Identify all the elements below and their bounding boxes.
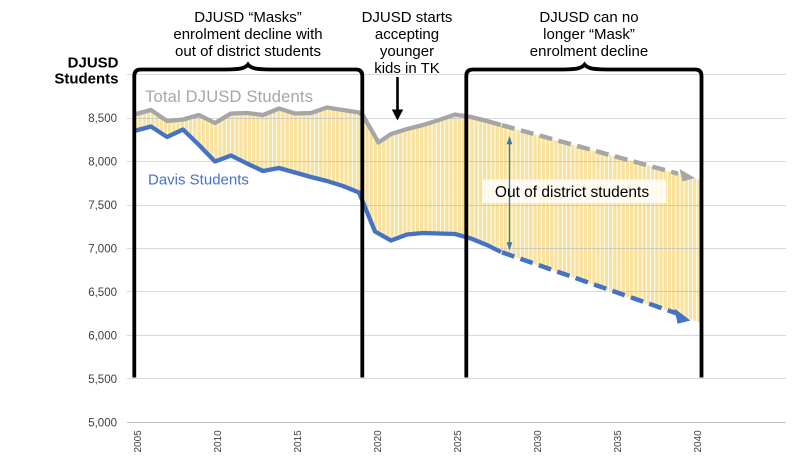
svg-text:Students: Students [54,71,118,88]
svg-text:Total DJUSD Students: Total DJUSD Students [145,88,313,106]
svg-text:6,500: 6,500 [88,287,117,299]
svg-text:2040: 2040 [693,430,704,453]
svg-text:2035: 2035 [613,430,624,453]
svg-text:accepting: accepting [375,26,439,43]
svg-text:7,500: 7,500 [88,200,117,212]
svg-text:kids in TK: kids in TK [374,60,440,77]
svg-text:DJUSD starts: DJUSD starts [362,9,453,26]
svg-text:5,500: 5,500 [88,374,117,386]
svg-text:7,000: 7,000 [88,244,117,256]
svg-text:2030: 2030 [533,430,544,453]
svg-text:DJUSD: DJUSD [68,55,119,72]
svg-text:Out of district students: Out of district students [495,184,649,201]
svg-text:8,000: 8,000 [88,157,117,169]
svg-text:8,500: 8,500 [88,113,117,125]
svg-text:DJUSD “Masks”: DJUSD “Masks” [194,9,302,26]
svg-text:2025: 2025 [453,430,464,453]
svg-text:enrolment decline: enrolment decline [530,43,648,60]
svg-text:2010: 2010 [213,430,224,453]
svg-text:5,000: 5,000 [88,418,117,430]
svg-text:6,000: 6,000 [88,331,117,343]
svg-text:DJUSD can no: DJUSD can no [539,9,638,26]
svg-text:younger: younger [380,43,434,60]
svg-text:2005: 2005 [133,430,144,453]
svg-text:longer “Mask”: longer “Mask” [543,26,635,43]
svg-text:2020: 2020 [373,430,384,453]
svg-text:Davis Students: Davis Students [148,172,249,189]
svg-text:2015: 2015 [293,430,304,453]
svg-text:enrolment decline with: enrolment decline with [173,26,322,43]
svg-text:out of district students: out of district students [175,43,321,60]
